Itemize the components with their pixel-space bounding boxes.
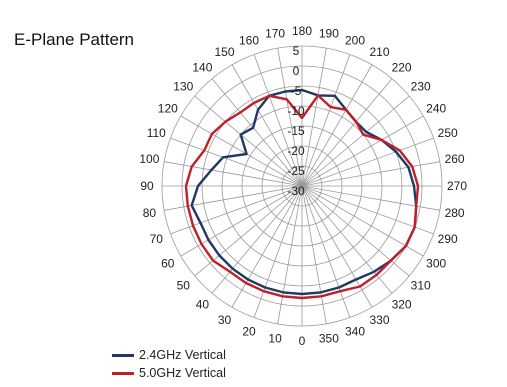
angle-label: 10 xyxy=(268,332,282,346)
angle-label: 330 xyxy=(369,313,389,327)
angle-label: 60 xyxy=(161,257,175,271)
angle-label: 220 xyxy=(392,60,412,74)
grid-spoke xyxy=(170,137,303,187)
radial-label: -10 xyxy=(287,104,305,118)
legend-item-series-1: 2.4GHz Vertical xyxy=(112,346,226,364)
angle-label: 150 xyxy=(214,45,234,59)
grid-spoke xyxy=(194,95,303,187)
grid-spoke xyxy=(277,185,303,324)
grid-spoke xyxy=(277,48,303,187)
grid-spoke xyxy=(253,185,303,318)
grid-spoke xyxy=(301,137,434,187)
grid-spoke xyxy=(211,185,303,294)
grid-spoke xyxy=(301,185,424,257)
legend-label-series-2: 5.0GHz Vertical xyxy=(139,366,226,380)
angle-label: 350 xyxy=(319,332,339,346)
angle-label: 80 xyxy=(143,206,157,220)
grid-spoke xyxy=(301,95,410,187)
grid-spoke xyxy=(164,161,303,187)
grid-spoke xyxy=(231,185,303,308)
angle-label: 320 xyxy=(392,298,412,312)
grid-spoke xyxy=(301,185,434,235)
angle-labels: 0102030405060708090100110120130140150160… xyxy=(139,24,467,348)
grid-spoke xyxy=(211,78,303,187)
angle-label: 20 xyxy=(242,325,256,339)
grid-spoke xyxy=(301,185,351,318)
radial-label: -5 xyxy=(291,84,302,98)
angle-label: 160 xyxy=(239,33,259,47)
angle-label: 30 xyxy=(218,313,232,327)
angle-label: 210 xyxy=(369,45,389,59)
radial-label: -30 xyxy=(287,184,305,198)
grid-spoke xyxy=(301,185,327,324)
angle-label: 50 xyxy=(177,279,191,293)
grid-spoke xyxy=(301,78,393,187)
angle-label: 340 xyxy=(345,325,365,339)
radial-labels: 5 0 -5 -10 -15 -20 -25 -30 xyxy=(287,44,305,198)
grid-spoke xyxy=(301,54,351,187)
angle-label: 130 xyxy=(173,79,193,93)
grid-spoke xyxy=(253,54,303,187)
grid-spoke xyxy=(180,115,303,187)
angle-label: 270 xyxy=(447,179,467,193)
grid-spoke xyxy=(301,48,327,187)
radial-label: 0 xyxy=(293,64,300,78)
angle-label: 40 xyxy=(196,298,210,312)
angle-label: 170 xyxy=(265,26,285,40)
angle-label: 230 xyxy=(411,79,431,93)
angle-label: 100 xyxy=(139,152,159,166)
angle-label: 190 xyxy=(319,26,339,40)
angle-label: 120 xyxy=(158,102,178,116)
legend-item-series-2: 5.0GHz Vertical xyxy=(112,364,226,382)
angle-label: 90 xyxy=(140,179,154,193)
angle-label: 300 xyxy=(426,257,446,271)
grid-spoke xyxy=(231,64,303,187)
angle-label: 260 xyxy=(445,152,465,166)
angle-label: 290 xyxy=(438,232,458,246)
series-layer xyxy=(184,88,420,300)
angle-label: 110 xyxy=(147,126,166,140)
radial-label: 5 xyxy=(293,44,300,58)
angle-label: 140 xyxy=(192,60,212,74)
legend-label-series-1: 2.4GHz Vertical xyxy=(139,348,226,362)
grid-spoke xyxy=(301,64,373,187)
radial-label: -20 xyxy=(287,144,305,158)
angle-label: 280 xyxy=(445,206,465,220)
angle-label: 250 xyxy=(438,126,458,140)
angle-label: 70 xyxy=(150,232,164,246)
legend-swatch-series-2 xyxy=(112,371,134,375)
grid-spoke xyxy=(301,161,440,187)
radial-label: -25 xyxy=(287,164,305,178)
grid-spoke xyxy=(301,115,424,187)
angle-label: 310 xyxy=(411,279,431,293)
radial-label: -15 xyxy=(287,124,305,138)
angle-label: 0 xyxy=(299,334,306,348)
angle-label: 240 xyxy=(426,102,446,116)
legend: 2.4GHz Vertical 5.0GHz Vertical xyxy=(112,346,226,382)
chart-title: E-Plane Pattern xyxy=(14,30,135,49)
angle-label: 200 xyxy=(345,33,365,47)
angle-label: 180 xyxy=(292,24,312,38)
legend-swatch-series-1 xyxy=(112,353,134,357)
series-2-line xyxy=(184,94,420,300)
